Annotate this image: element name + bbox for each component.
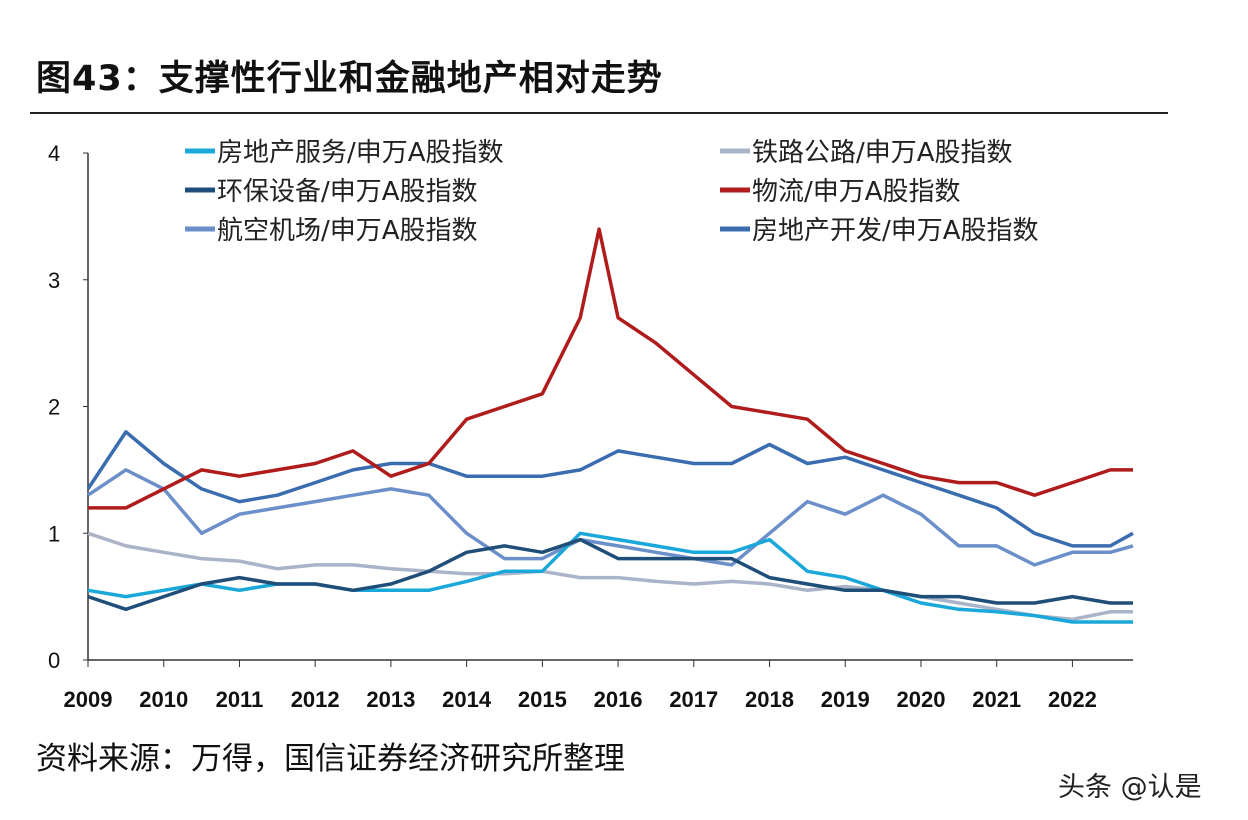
- x-tick-label: 2022: [1048, 687, 1097, 712]
- y-tick-label: 3: [48, 268, 60, 293]
- x-tick-label: 2011: [216, 687, 264, 712]
- series-line-5: [86, 430, 1134, 548]
- series-lines: [86, 227, 1134, 624]
- legend-label: 航空机场/申万A股指数: [217, 216, 478, 246]
- axes: 0 1 2 3 4 2009 2010 2011 2012 2013 2014 2015 2016 201…: [48, 141, 1133, 712]
- y-tick-label: 1: [48, 521, 60, 546]
- x-tick-label: 2010: [139, 687, 188, 712]
- x-tick-label: 2016: [594, 687, 643, 712]
- x-tick-label: 2015: [518, 687, 567, 712]
- y-tick-label: 0: [48, 648, 60, 673]
- series-line-3: [88, 227, 1133, 510]
- y-tick-label: 2: [48, 395, 60, 420]
- legend-label: 环保设备/申万A股指数: [217, 177, 478, 207]
- x-tick-label: 2009: [64, 687, 113, 712]
- x-tick-label: 2014: [442, 687, 492, 712]
- legend-label: 铁路公路/申万A股指数: [752, 138, 1013, 168]
- figure-title: 图43：支撑性行业和金融地产相对走势: [36, 59, 663, 99]
- x-tick-label: 2021: [972, 687, 1021, 712]
- source-note: 资料来源：万得，国信证券经济研究所整理: [36, 741, 625, 777]
- series-line-2: [87, 537, 1133, 612]
- series-line-4: [87, 468, 1134, 567]
- x-tick-label: 2017: [669, 687, 718, 712]
- legend-label: 物流/申万A股指数: [752, 177, 961, 207]
- x-tick-label: 2019: [821, 687, 870, 712]
- x-tick-label: 2013: [366, 687, 415, 712]
- watermark: 头条 @认是: [1058, 772, 1202, 803]
- x-tick-label: 2018: [745, 687, 794, 712]
- legend-label: 房地产服务/申万A股指数: [217, 138, 504, 168]
- x-tick-label: 2012: [291, 687, 340, 712]
- y-tick-label: 4: [48, 141, 60, 166]
- series-line-0: [87, 531, 1133, 624]
- x-tick-label: 2020: [896, 687, 945, 712]
- series-line-1: [87, 531, 1133, 622]
- legend-label: 房地产开发/申万A股指数: [752, 216, 1039, 246]
- title-divider: [30, 112, 1168, 114]
